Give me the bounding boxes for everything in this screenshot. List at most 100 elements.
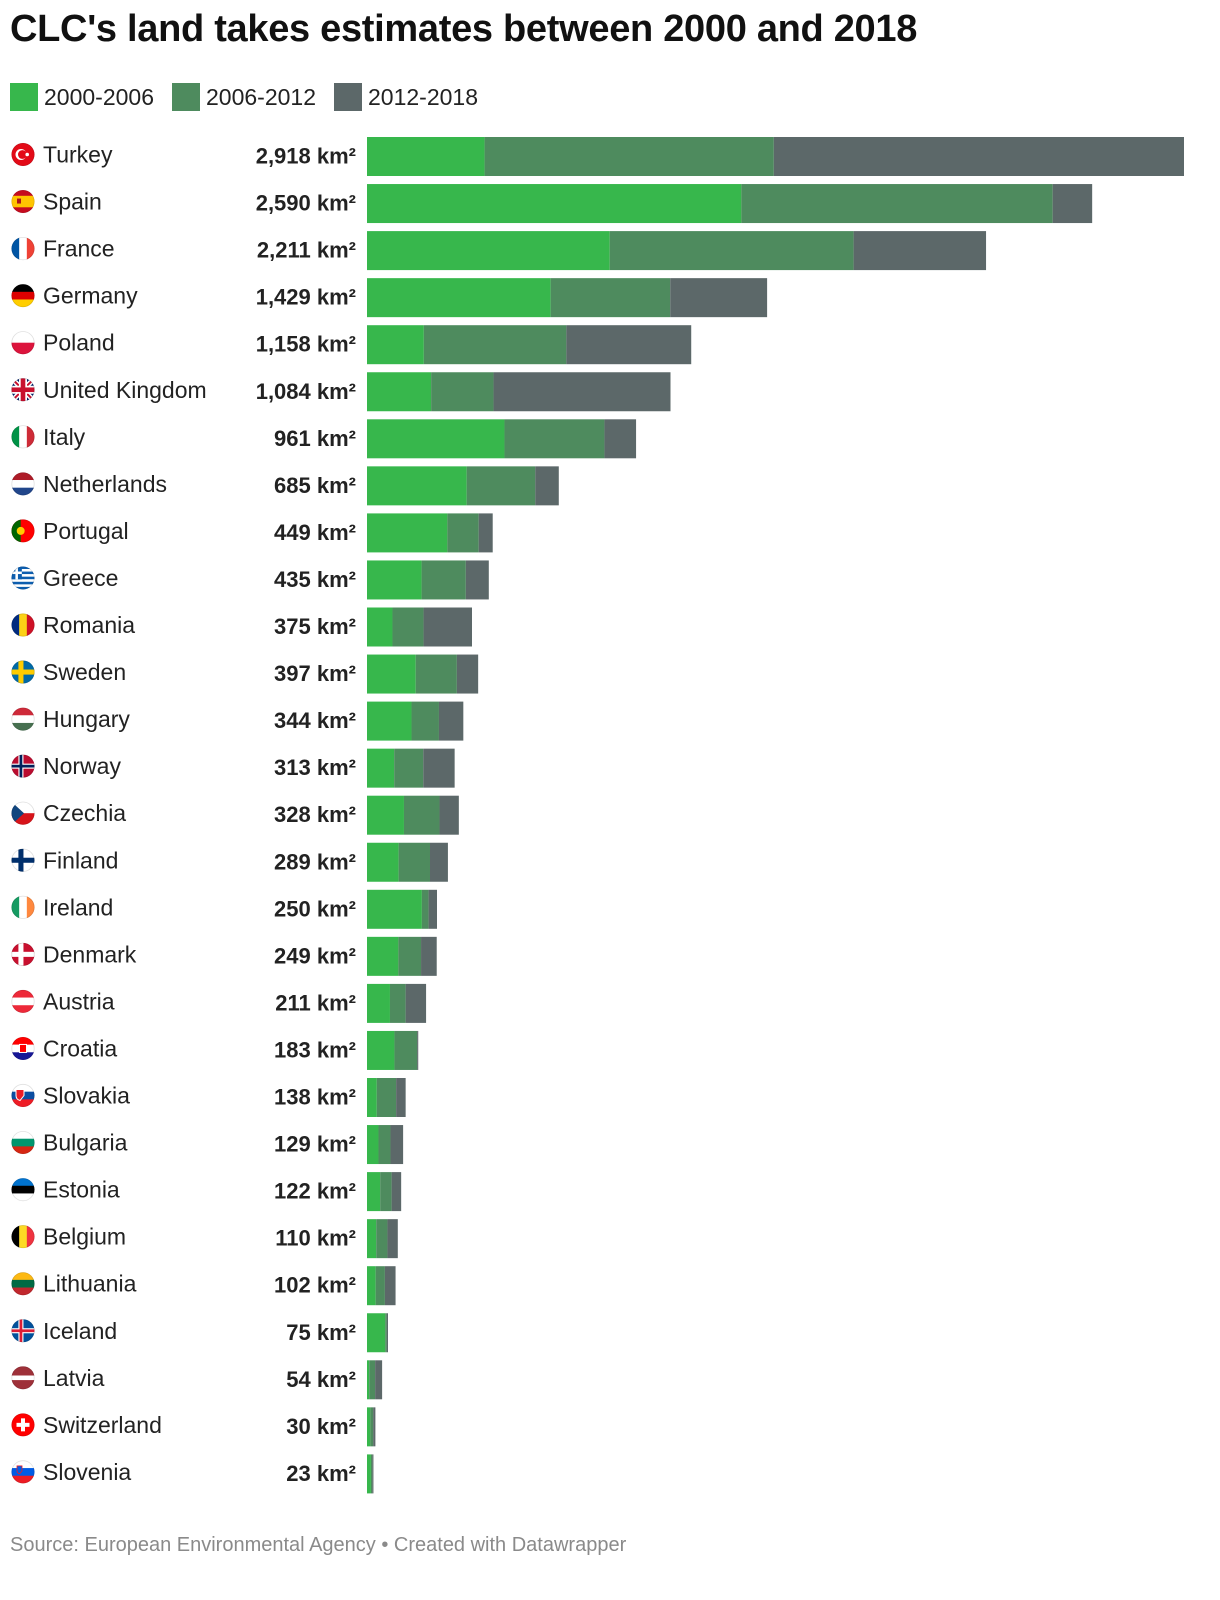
bar-row: Belgium 110 km² [11, 1219, 398, 1259]
total-value-label: 249 km² [274, 943, 356, 968]
bar-segment-2012-2018 [438, 701, 464, 741]
legend-swatch-2000-2006 [10, 83, 38, 111]
bar-segment-2000-2006 [367, 184, 742, 224]
bar-row: Poland 1,158 km² [11, 325, 692, 365]
total-value-label: 1,158 km² [256, 332, 356, 357]
total-value-label: 1,429 km² [256, 285, 356, 310]
switzerland-flag-icon [11, 1413, 35, 1437]
bar-segment-2012-2018 [604, 419, 637, 459]
country-label: Belgium [43, 1224, 126, 1250]
spain-flag-icon [11, 189, 35, 214]
bar-segment-2012-2018 [1052, 184, 1093, 224]
bar-segment-2006-2012 [431, 372, 494, 412]
bar-row: United Kingdom 1,084 km² [11, 372, 671, 412]
bar-row: Netherlands 685 km² [11, 466, 559, 506]
poland-flag-icon [11, 331, 35, 355]
bar-segment-2006-2012 [415, 654, 457, 694]
slovenia-flag-icon [11, 1460, 35, 1484]
czechia-flag-icon [11, 801, 35, 825]
turkey-flag-icon [11, 142, 35, 167]
footer-separator: • [375, 1534, 394, 1556]
total-value-label: 23 km² [286, 1461, 356, 1486]
bar-segment-2006-2012 [504, 419, 605, 459]
country-label: Italy [43, 424, 86, 450]
total-value-label: 1,084 km² [256, 379, 356, 404]
total-value-label: 313 km² [274, 755, 356, 780]
legend-swatch-2006-2012 [172, 83, 200, 111]
total-value-label: 211 km² [275, 990, 356, 1015]
bar-segment-2000-2006 [367, 795, 404, 835]
country-label: Turkey [43, 142, 113, 168]
total-value-label: 685 km² [274, 473, 356, 498]
country-label: France [43, 236, 115, 262]
bar-segment-2000-2006 [367, 748, 395, 788]
country-label: Germany [43, 283, 138, 309]
croatia-flag-icon [11, 1036, 35, 1061]
bar-segment-2006-2012 [423, 325, 567, 365]
hungary-flag-icon [11, 707, 35, 731]
bar-segment-2000-2006 [367, 325, 424, 365]
estonia-flag-icon [11, 1178, 35, 1202]
country-label: Austria [43, 988, 115, 1014]
bar-segment-2000-2006 [367, 513, 448, 553]
bar-row: Denmark 249 km² [11, 936, 437, 976]
bar-segment-2012-2018 [423, 748, 455, 788]
bar-segment-2012-2018 [535, 466, 559, 506]
bulgaria-flag-icon [11, 1130, 35, 1155]
bar-segment-2006-2012 [369, 1360, 376, 1400]
lithuania-flag-icon [11, 1272, 35, 1296]
bar-segment-2000-2006 [367, 1172, 381, 1212]
country-label: Portugal [43, 518, 129, 544]
country-label: Finland [43, 847, 118, 873]
country-label: Norway [43, 753, 121, 779]
bar-segment-2012-2018 [373, 1407, 376, 1447]
bar-segment-2012-2018 [421, 936, 437, 976]
bar-segment-2006-2012 [403, 795, 440, 835]
bar-segment-2000-2006 [367, 1030, 395, 1070]
bar-row: Finland 289 km² [11, 842, 448, 882]
bar-row: Norway 313 km² [11, 748, 455, 788]
bar-segment-2000-2006 [367, 1219, 377, 1259]
bar-segment-2012-2018 [390, 1125, 404, 1165]
bar-segment-2012-2018 [566, 325, 692, 365]
bar-segment-2012-2018 [417, 1030, 419, 1070]
total-value-label: 75 km² [286, 1320, 356, 1345]
bar-segment-2000-2006 [367, 654, 416, 694]
bar-segment-2006-2012 [394, 1030, 418, 1070]
country-label: Romania [43, 612, 135, 638]
total-value-label: 122 km² [274, 1179, 356, 1204]
bar-segment-2012-2018 [428, 889, 437, 929]
bar-segment-2000-2006 [367, 1313, 386, 1353]
bar-segment-2006-2012 [550, 278, 671, 318]
bar-segment-2012-2018 [853, 231, 987, 271]
netherlands-flag-icon [11, 472, 35, 496]
country-label: Slovakia [43, 1083, 130, 1109]
legend-label-2000-2006: 2000-2006 [44, 83, 154, 110]
country-label: Croatia [43, 1035, 117, 1061]
bar-row: Croatia 183 km² [11, 1030, 419, 1070]
france-flag-icon [11, 237, 35, 261]
bar-segment-2006-2012 [741, 184, 1053, 224]
country-label: Ireland [43, 894, 113, 920]
credit-note: Created with Datawrapper [393, 1534, 627, 1556]
bar-segment-2000-2006 [367, 372, 432, 412]
legend-label-2012-2018: 2012-2018 [368, 83, 478, 110]
ireland-flag-icon [11, 895, 35, 919]
country-label: Poland [43, 330, 115, 356]
country-label: Bulgaria [43, 1130, 128, 1156]
bar-row: Romania 375 km² [11, 607, 472, 647]
romania-flag-icon [11, 613, 35, 637]
country-label: Sweden [43, 659, 126, 685]
bar-segment-2000-2006 [367, 1360, 370, 1400]
total-value-label: 449 km² [274, 520, 356, 545]
bar-segment-2006-2012 [484, 137, 774, 176]
bar-row: Switzerland 30 km² [11, 1407, 376, 1447]
country-label: Estonia [43, 1177, 120, 1203]
sweden-flag-icon [11, 660, 35, 684]
country-label: Netherlands [43, 471, 167, 497]
total-value-label: 2,590 km² [256, 191, 356, 216]
austria-flag-icon [11, 989, 35, 1014]
source-note: Source: European Environmental Agency [10, 1534, 376, 1556]
total-value-label: 138 km² [274, 1085, 356, 1110]
legend-item-2012-2018: 2012-2018 [334, 83, 478, 111]
